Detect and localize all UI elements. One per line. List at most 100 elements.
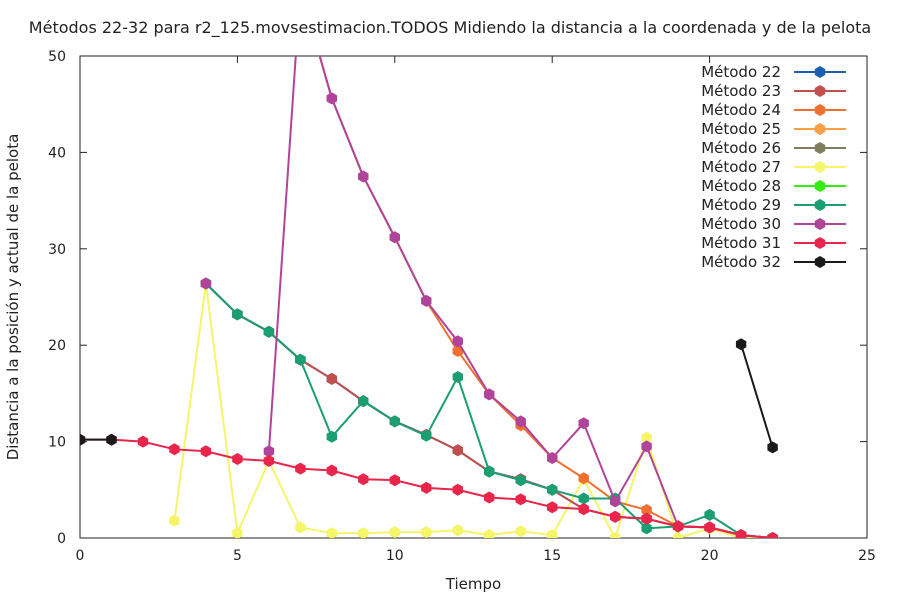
data-point bbox=[641, 512, 652, 525]
data-point bbox=[421, 481, 432, 494]
data-point bbox=[106, 433, 117, 446]
data-point bbox=[295, 353, 306, 366]
x-axis-label: Tiempo bbox=[445, 575, 502, 593]
series-line bbox=[267, 56, 773, 538]
data-point bbox=[200, 445, 212, 458]
y-tick-label: 40 bbox=[48, 145, 66, 161]
legend-entry-marker bbox=[814, 218, 826, 230]
series-método-22 bbox=[200, 277, 778, 538]
data-point bbox=[263, 325, 275, 338]
data-point bbox=[263, 445, 275, 458]
data-point bbox=[389, 474, 400, 487]
data-point bbox=[358, 395, 369, 408]
data-point bbox=[263, 454, 275, 467]
legend-entry-marker bbox=[814, 180, 826, 192]
data-point bbox=[641, 522, 652, 535]
data-point bbox=[578, 472, 589, 485]
data-point bbox=[672, 520, 684, 533]
data-point bbox=[515, 415, 526, 428]
legend-entry-label: Método 28 bbox=[701, 177, 781, 195]
series-line bbox=[173, 283, 773, 538]
data-point bbox=[200, 277, 212, 290]
x-tick-label: 0 bbox=[76, 548, 85, 564]
data-point bbox=[610, 495, 621, 508]
data-point bbox=[641, 431, 652, 444]
data-point bbox=[452, 335, 463, 348]
data-point bbox=[452, 444, 463, 457]
data-point bbox=[484, 388, 495, 401]
data-point bbox=[421, 526, 432, 538]
data-point bbox=[389, 231, 400, 244]
data-point bbox=[484, 465, 495, 478]
data-point bbox=[515, 474, 526, 487]
data-point bbox=[232, 453, 243, 465]
data-point bbox=[452, 483, 463, 496]
data-point bbox=[578, 417, 589, 430]
series-método-31 bbox=[80, 433, 778, 538]
data-point bbox=[80, 433, 86, 446]
data-point bbox=[767, 532, 778, 538]
data-point bbox=[641, 504, 652, 516]
x-tick-label: 20 bbox=[701, 548, 719, 564]
data-point bbox=[421, 294, 432, 307]
series-método-29 bbox=[200, 277, 778, 538]
legend-entry-label: Método 31 bbox=[701, 234, 781, 252]
legend-entry-label: Método 32 bbox=[701, 253, 781, 271]
data-point bbox=[295, 521, 306, 534]
legend-entry-label: Método 30 bbox=[701, 215, 781, 233]
data-point bbox=[326, 464, 337, 477]
y-tick-label: 30 bbox=[48, 242, 66, 258]
y-tick-label: 50 bbox=[48, 49, 66, 65]
data-point bbox=[484, 529, 495, 538]
data-point bbox=[232, 527, 243, 538]
legend-entry-label: Método 22 bbox=[701, 63, 781, 81]
data-point bbox=[137, 435, 149, 448]
y-tick-label: 10 bbox=[48, 435, 66, 451]
legend-entry-label: Método 27 bbox=[701, 158, 781, 176]
data-point bbox=[389, 526, 400, 538]
legend-entry-label: Método 29 bbox=[701, 196, 781, 214]
data-point bbox=[358, 527, 369, 538]
data-point bbox=[735, 338, 747, 351]
data-point bbox=[735, 529, 747, 538]
plot-frame bbox=[79, 55, 868, 539]
y-tick-label: 0 bbox=[57, 531, 66, 547]
data-point bbox=[452, 345, 463, 357]
data-point bbox=[484, 491, 495, 504]
data-point bbox=[578, 503, 589, 516]
legend-entry-marker bbox=[814, 66, 826, 78]
data-point bbox=[547, 452, 558, 464]
series-método-30 bbox=[200, 56, 778, 538]
data-point bbox=[672, 532, 684, 538]
data-point bbox=[641, 440, 652, 453]
legend-entry-marker bbox=[814, 104, 826, 116]
data-point bbox=[358, 473, 369, 486]
data-point bbox=[515, 493, 526, 506]
data-point bbox=[232, 308, 243, 321]
data-point bbox=[326, 372, 337, 385]
x-tick-label: 10 bbox=[386, 548, 404, 564]
chart-title: Métodos 22-32 para r2_125.movsestimacion… bbox=[28, 18, 872, 37]
y-axis-label: Distancia a la posición y actual de la p… bbox=[4, 133, 22, 461]
data-point bbox=[515, 525, 526, 538]
legend-entry-marker bbox=[814, 237, 826, 249]
data-point bbox=[547, 483, 558, 496]
legend-entry-label: Método 26 bbox=[701, 139, 781, 157]
series-método-32 bbox=[80, 338, 778, 454]
series-método-27 bbox=[169, 277, 778, 538]
data-point bbox=[295, 462, 306, 475]
data-point bbox=[767, 441, 778, 454]
legend-entry-marker bbox=[814, 85, 826, 97]
series-line bbox=[740, 343, 774, 448]
data-point bbox=[452, 371, 463, 383]
data-point bbox=[578, 492, 589, 505]
legend-entry-marker bbox=[814, 123, 826, 135]
legend-entry-marker bbox=[814, 199, 826, 211]
data-point bbox=[610, 532, 621, 538]
legend-entry-marker bbox=[814, 161, 826, 173]
data-point bbox=[326, 92, 337, 105]
legend-entry-label: Método 25 bbox=[701, 120, 781, 138]
data-point bbox=[547, 501, 558, 514]
data-point bbox=[704, 521, 715, 534]
